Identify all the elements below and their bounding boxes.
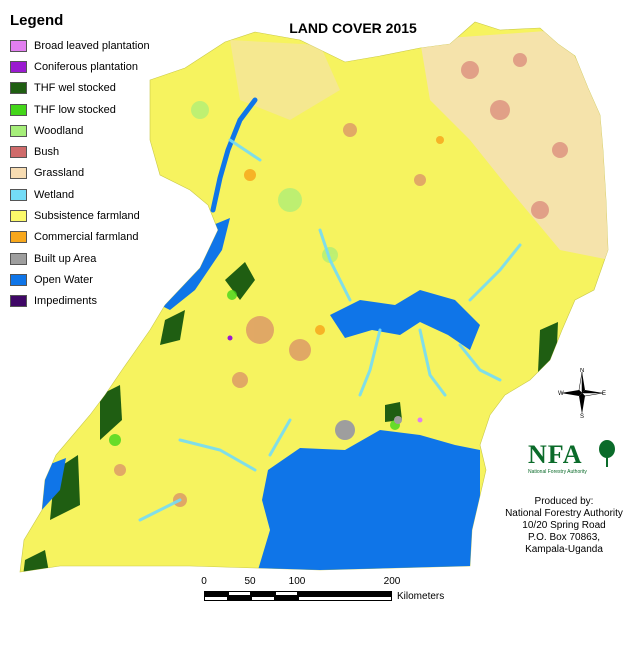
lake-victoria xyxy=(255,430,480,572)
legend-swatch xyxy=(10,252,27,265)
legend-swatch xyxy=(10,39,27,52)
scale-tick-200: 200 xyxy=(383,576,401,587)
south-letter: S xyxy=(580,414,584,418)
legend-label: Broad leaved plantation xyxy=(34,39,150,52)
commercial-farmland-patches xyxy=(244,136,444,335)
legend-title: Legend xyxy=(10,12,64,29)
legend-swatch xyxy=(10,82,27,95)
legend-item: Open Water xyxy=(10,269,210,290)
legend-item: Wetland xyxy=(10,184,210,205)
legend-swatch xyxy=(10,273,27,286)
producer-line-4: P.O. Box 70863, xyxy=(527,532,601,543)
north-arrow: N S W E xyxy=(557,368,607,420)
producer-line-2: National Forestry Authority xyxy=(505,508,623,519)
legend-swatch xyxy=(10,188,27,201)
legend-swatch xyxy=(10,103,27,116)
producer-line-1: Produced by: xyxy=(534,496,594,507)
legend-item: Grassland xyxy=(10,163,210,184)
legend-swatch xyxy=(10,295,27,308)
built-up-kampala xyxy=(335,420,355,440)
tree-icon xyxy=(599,440,615,467)
nfa-logo-subtext: National Forestry Authority xyxy=(528,469,587,475)
legend-label: THF wel stocked xyxy=(34,82,116,95)
legend-swatch xyxy=(10,146,27,159)
plantation-patches xyxy=(227,335,423,423)
bush-patches xyxy=(114,53,568,507)
legend-item: Impediments xyxy=(10,291,210,312)
legend-swatch xyxy=(10,60,27,73)
legend-label: Woodland xyxy=(34,124,84,137)
east-letter: E xyxy=(602,391,606,397)
country-land-cover xyxy=(19,21,609,573)
nfa-logo: NFA National Forestry Authority xyxy=(528,436,618,480)
lake-kyoga xyxy=(330,290,480,350)
legend-label: Commercial farmland xyxy=(34,231,139,244)
victoria-nile xyxy=(210,97,258,213)
legend-label: Built up Area xyxy=(34,252,97,265)
legend-item: Subsistence farmland xyxy=(10,205,210,226)
legend-item: Coniferous plantation xyxy=(10,56,210,77)
legend-label: THF low stocked xyxy=(34,103,116,116)
scale-bar-graphic xyxy=(204,591,392,601)
built-up-jinja xyxy=(394,416,402,424)
legend-label: Grassland xyxy=(34,167,85,180)
legend: Legend Broad leaved plantation Coniferous… xyxy=(10,12,210,312)
legend-label: Subsistence farmland xyxy=(34,210,140,223)
legend-label: Bush xyxy=(34,146,60,159)
legend-label: Open Water xyxy=(34,273,93,286)
west-letter: W xyxy=(558,391,564,397)
compass-rose-icon: N S W E xyxy=(558,368,606,420)
legend-swatch xyxy=(10,167,27,180)
legend-item: Bush xyxy=(10,141,210,162)
northeast-grassland-zone xyxy=(420,30,608,260)
scale-tick-100: 100 xyxy=(288,576,306,587)
legend-item: THF wel stocked xyxy=(10,78,210,99)
country-outline xyxy=(19,21,609,573)
legend-swatch xyxy=(10,231,27,244)
legend-item: Built up Area xyxy=(10,248,210,269)
legend-swatch xyxy=(10,124,27,137)
producer-line-5: Kampala-Uganda xyxy=(525,544,603,555)
impediment-patches xyxy=(57,427,63,433)
producer-line-3: 10/20 Spring Road xyxy=(522,520,606,531)
legend-label: Impediments xyxy=(34,295,97,308)
legend-item: Commercial farmland xyxy=(10,227,210,248)
scale-unit: Kilometers xyxy=(397,591,445,602)
map-title: LAND COVER 2015 xyxy=(289,20,417,36)
scale-bar: 0 50 100 200 Kilometers xyxy=(201,576,462,606)
legend-item: THF low stocked xyxy=(10,99,210,120)
legend-label: Coniferous plantation xyxy=(34,60,138,73)
producer-block: Produced by: National Forestry Authority… xyxy=(494,496,631,556)
nfa-logo-text: NFA xyxy=(528,440,583,469)
north-letter: N xyxy=(580,368,584,374)
legend-swatch xyxy=(10,210,27,223)
legend-item: Broad leaved plantation xyxy=(10,35,210,56)
legend-label: Wetland xyxy=(34,188,75,201)
wetland-network xyxy=(138,138,522,522)
scale-tick-0: 0 xyxy=(201,576,207,587)
legend-item: Woodland xyxy=(10,120,210,141)
scale-tick-50: 50 xyxy=(244,576,256,587)
legend-items: Broad leaved plantation Coniferous planta… xyxy=(10,35,210,312)
